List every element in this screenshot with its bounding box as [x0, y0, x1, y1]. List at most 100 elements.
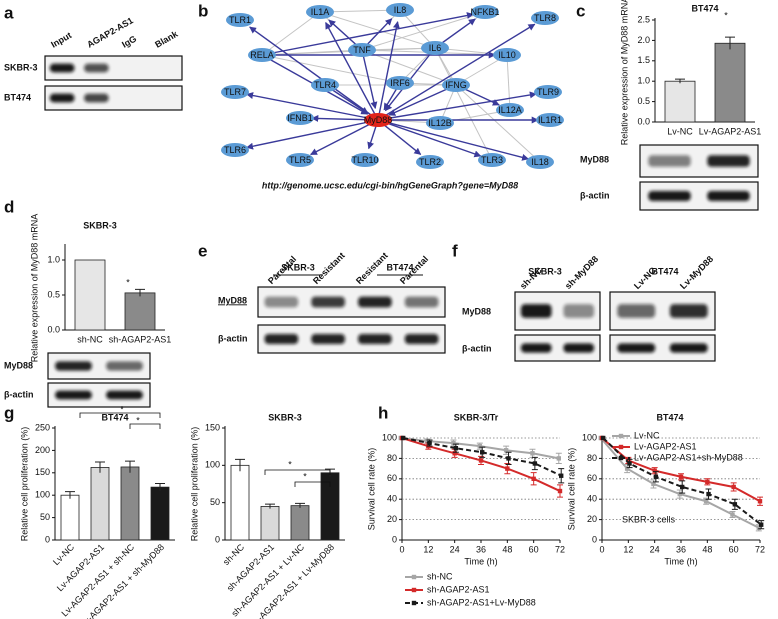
- y-axis-label: Survival cell rate (%): [366, 448, 376, 531]
- network-edge: [319, 11, 436, 49]
- blot-band: [311, 333, 345, 345]
- data-point: [624, 466, 630, 471]
- data-point: [480, 450, 485, 455]
- y-tick-label: 250: [35, 422, 50, 432]
- data-point: [652, 468, 657, 473]
- data-point: [530, 451, 535, 456]
- y-tick-label: 60: [587, 473, 597, 483]
- y-tick-label: 1.0: [47, 254, 60, 264]
- y-tick-label: 150: [35, 467, 50, 477]
- y-tick-label: 50: [210, 497, 220, 507]
- x-tick-label: sh-AGAP2-AS1: [109, 334, 172, 344]
- network-node: [221, 85, 249, 99]
- x-tick-label: 24: [650, 544, 660, 554]
- data-point: [756, 525, 761, 530]
- network-arrow: [377, 119, 530, 161]
- data-point: [731, 484, 736, 490]
- chart-title: BT474: [691, 3, 718, 13]
- panel-label: d: [4, 197, 14, 216]
- network-node: [536, 113, 564, 127]
- blot-band: [563, 304, 595, 318]
- blot-band: [520, 304, 552, 318]
- node-label: IFNB1: [287, 113, 313, 123]
- blot-band: [520, 343, 552, 353]
- y-tick-label: 0.5: [637, 96, 650, 106]
- y-tick-label: 50: [40, 512, 50, 522]
- y-tick-label: 1.5: [637, 55, 650, 65]
- node-label: IL10: [498, 50, 516, 60]
- node-label: IL1R1: [538, 115, 562, 125]
- group-label: SKBR-3: [281, 262, 315, 272]
- data-point: [653, 474, 659, 479]
- blot-band: [669, 343, 708, 353]
- node-label: IL18: [531, 157, 549, 167]
- network-node: [348, 43, 376, 57]
- significance: *: [724, 10, 728, 20]
- node-label: TLR5: [289, 155, 311, 165]
- network-node: [221, 143, 249, 157]
- bar: [74, 259, 106, 331]
- blot-band: [106, 390, 143, 400]
- blot-band: [404, 296, 439, 308]
- bar: [150, 486, 170, 541]
- network-node: [421, 41, 449, 55]
- network-node: [496, 103, 524, 117]
- x-tick-label: 60: [529, 544, 539, 554]
- legend-marker: [411, 587, 417, 593]
- chart-title: SKBR-3: [83, 220, 117, 230]
- data-point: [451, 440, 456, 446]
- data-point: [557, 488, 563, 494]
- y-tick-label: 2.0: [637, 35, 650, 45]
- node-label: TLR10: [351, 155, 378, 165]
- panel-label: g: [4, 403, 14, 422]
- node-label: IRF6: [390, 78, 410, 88]
- significance: *: [288, 459, 292, 469]
- row-label: β-actin: [218, 333, 248, 343]
- y-tick-label: 0.0: [637, 116, 650, 126]
- network-node: [478, 153, 506, 167]
- significance: *: [303, 471, 307, 481]
- y-tick-label: 100: [382, 432, 397, 442]
- bar: [290, 505, 310, 541]
- lane-label: IgG: [120, 34, 138, 50]
- lane-label: Lv-NC: [632, 265, 658, 291]
- blot-band: [707, 155, 750, 167]
- node-label: TLR9: [537, 87, 559, 97]
- network-node: [526, 155, 554, 169]
- blot-band: [264, 296, 299, 308]
- network-node: [286, 111, 314, 125]
- bar: [120, 466, 140, 541]
- legend-label: Lv-AGAP2-AS1+sh-MyD88: [634, 452, 743, 462]
- network-node: [351, 153, 379, 167]
- data-point: [706, 491, 711, 497]
- y-tick-label: 0.5: [47, 289, 60, 299]
- blot-band: [707, 190, 750, 202]
- legend-marker: [618, 455, 624, 461]
- node-label: TLR3: [481, 155, 503, 165]
- bar: [124, 292, 156, 331]
- x-tick-label: 24: [450, 544, 460, 554]
- x-tick-label: 72: [555, 544, 565, 554]
- network-edge: [261, 54, 401, 84]
- network-node: [471, 5, 499, 19]
- blot-band: [617, 304, 656, 318]
- data-point: [651, 481, 656, 487]
- row-label: β-actin: [462, 343, 492, 353]
- group-label: BT474: [386, 262, 413, 272]
- x-tick-label: 12: [623, 544, 633, 554]
- error-bar: [235, 458, 245, 472]
- significance: *: [120, 404, 124, 414]
- data-point: [503, 448, 509, 453]
- y-tick-label: 100: [35, 490, 50, 500]
- legend-marker: [618, 444, 624, 450]
- y-tick-label: 0: [45, 534, 50, 544]
- x-tick-label: 48: [502, 544, 512, 554]
- blot-band: [358, 333, 392, 345]
- data-point: [730, 512, 735, 517]
- legend-marker: [411, 600, 417, 606]
- x-tick-label: Lv-NC: [51, 542, 76, 567]
- x-axis-label: Time (h): [664, 556, 697, 566]
- significance: *: [126, 277, 130, 287]
- error-bar: [125, 460, 135, 473]
- error-bar: [725, 36, 735, 50]
